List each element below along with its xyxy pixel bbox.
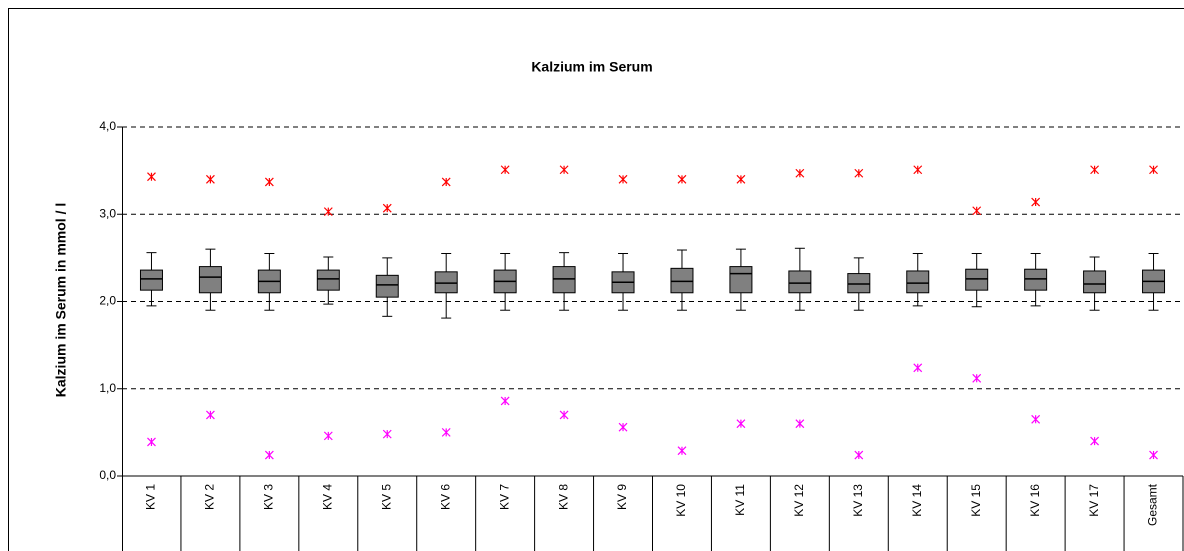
x-tick-label: KV 15 [969, 484, 983, 517]
box [434, 271, 458, 294]
outlier-high [795, 168, 805, 178]
outlier-low [972, 373, 982, 383]
box [788, 270, 812, 294]
x-tick-label: KV 1 [144, 484, 158, 510]
box [1083, 270, 1107, 294]
y-tick-label: 0,0 [99, 468, 116, 482]
outlier-low [1031, 414, 1041, 424]
outlier-low [1149, 450, 1158, 460]
outlier-low [1090, 436, 1100, 446]
outlier-low [205, 410, 215, 420]
x-tick-label: KV 13 [851, 484, 865, 517]
outlier-high [323, 207, 333, 217]
x-tick-label: KV 12 [792, 484, 806, 517]
outlier-low [618, 422, 628, 432]
outlier-high [382, 203, 392, 213]
outlier-high [1149, 165, 1158, 175]
x-tick-label: KV 16 [1028, 484, 1042, 517]
outlier-high [1031, 197, 1041, 207]
box [316, 269, 340, 291]
box [729, 266, 753, 294]
box [965, 268, 989, 291]
x-tick-label: KV 5 [379, 484, 393, 510]
outlier-high [972, 206, 982, 216]
outlier-low [854, 450, 864, 460]
outlier-low [913, 363, 923, 373]
outlier-low [677, 446, 687, 456]
outlier-low [264, 450, 274, 460]
outlier-high [1090, 165, 1100, 175]
outlier-high [854, 168, 864, 178]
box [198, 266, 222, 294]
box [847, 273, 871, 294]
box [906, 270, 930, 294]
x-tick-label: KV 3 [262, 484, 276, 510]
box [1024, 268, 1048, 291]
box [552, 266, 576, 294]
outlier-high [441, 177, 451, 187]
chart-frame [8, 8, 1184, 551]
y-tick-label: 2,0 [99, 294, 116, 308]
outlier-high [913, 165, 923, 175]
box [139, 269, 163, 291]
x-tick-label: KV 4 [320, 484, 334, 510]
x-tick-label: KV 7 [497, 484, 511, 510]
x-tick-label: Gesamt [1146, 483, 1160, 526]
outlier-low [795, 419, 805, 429]
box [375, 274, 399, 298]
x-tick-label: KV 9 [615, 484, 629, 510]
x-tick-label: KV 17 [1087, 484, 1101, 517]
outlier-low [736, 419, 746, 429]
outlier-low [500, 396, 510, 406]
y-tick-label: 4,0 [99, 119, 116, 133]
outlier-low [559, 410, 569, 420]
outlier-low [147, 437, 156, 447]
x-tick-label: KV 11 [733, 484, 747, 516]
outlier-high [500, 165, 510, 175]
outlier-high [559, 165, 569, 175]
outlier-high [205, 174, 215, 184]
outlier-low [382, 429, 392, 439]
x-tick-label: KV 2 [203, 484, 217, 510]
x-tick-label: KV 14 [910, 484, 924, 517]
y-tick-label: 3,0 [99, 206, 116, 220]
outlier-low [323, 431, 333, 441]
chart-title: Kalzium im Serum [531, 59, 652, 75]
outlier-high [264, 177, 274, 187]
outlier-high [677, 174, 687, 184]
outlier-high [618, 174, 628, 184]
y-tick-label: 1,0 [99, 381, 116, 395]
outlier-high [147, 172, 156, 182]
x-tick-label: KV 8 [556, 484, 570, 510]
x-tick-label: KV 6 [438, 484, 452, 510]
outlier-high [736, 174, 746, 184]
outlier-low [441, 427, 451, 437]
y-axis-label: Kalzium im Serum in mmol / l [53, 203, 69, 397]
box [670, 267, 694, 294]
x-tick-label: KV 10 [674, 484, 688, 517]
